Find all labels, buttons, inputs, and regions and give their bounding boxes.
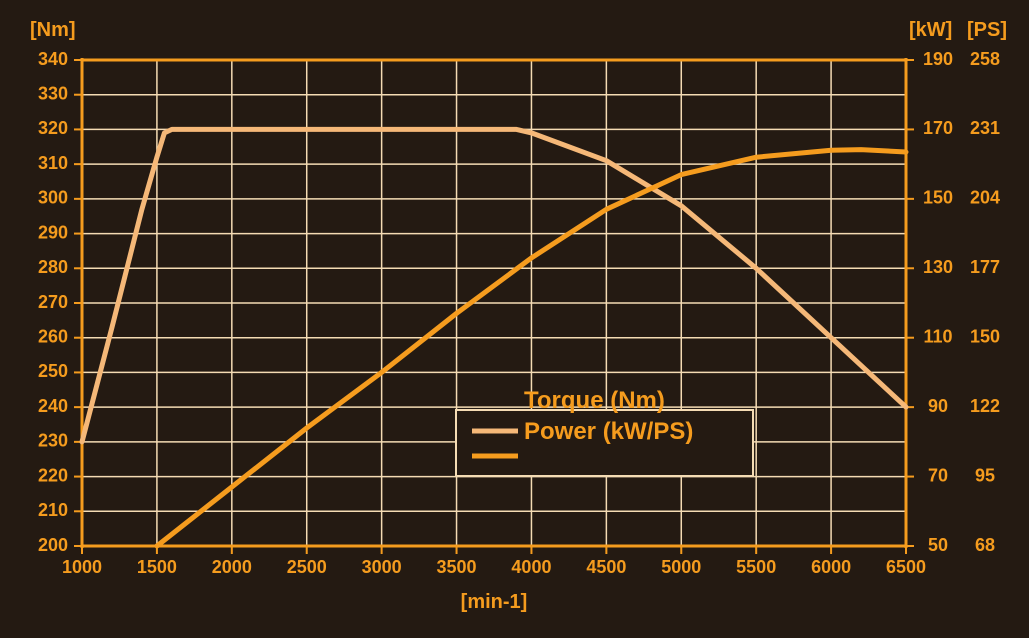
y-left-tick-label: 310 <box>38 153 68 173</box>
y-left-tick-label: 220 <box>38 465 68 485</box>
x-tick-label: 6500 <box>886 557 926 577</box>
y-right-ps-tick-label: 68 <box>975 535 995 555</box>
axes <box>74 58 914 554</box>
y-left-unit-label: [Nm] <box>30 19 76 41</box>
x-unit-label: [min-1] <box>461 591 528 613</box>
y-left-tick-label: 340 <box>38 49 68 69</box>
y-right-kw-unit-label: [kW] <box>909 19 952 41</box>
torque-line <box>79 126 909 445</box>
y-left-tick-label: 300 <box>38 188 68 208</box>
x-tick-label: 1000 <box>62 557 102 577</box>
y-left-tick-label: 290 <box>38 222 68 242</box>
y-right-kw-tick-label: 70 <box>928 465 948 485</box>
y-left-tick-label: 230 <box>38 431 68 451</box>
y-left-tick-label: 240 <box>38 396 68 416</box>
y-left-tick-label: 250 <box>38 361 68 381</box>
x-tick-label: 3000 <box>362 557 402 577</box>
y-right-ps-tick-label: 122 <box>970 396 1000 416</box>
x-tick-label: 3500 <box>437 557 477 577</box>
y-right-ps-unit-label: [PS] <box>967 19 1007 41</box>
y-left-tick-label: 210 <box>38 500 68 520</box>
y-right-kw-tick-label: 90 <box>928 396 948 416</box>
legend-box <box>455 409 754 477</box>
y-right-ps-tick-label: 258 <box>970 49 1000 69</box>
legend-label-power: Power (kW/PS) <box>524 418 693 445</box>
y-right-ps-tick-label: 231 <box>970 118 1000 138</box>
x-tick-label: 5500 <box>736 557 776 577</box>
y-left-tick-label: 260 <box>38 326 68 346</box>
x-tick-label: 4500 <box>586 557 626 577</box>
x-tick-label: 5000 <box>661 557 701 577</box>
y-right-ps-tick-label: 95 <box>975 465 995 485</box>
y-right-kw-tick-label: 170 <box>923 118 953 138</box>
y-right-kw-tick-label: 110 <box>923 326 952 346</box>
legend-label-torque: Torque (Nm) <box>524 387 665 414</box>
y-right-ps-tick-label: 204 <box>970 188 1000 208</box>
x-tick-label: 4000 <box>511 557 551 577</box>
legend: Torque (Nm) Power (kW/PS) <box>455 387 754 477</box>
x-tick-label: 1500 <box>137 557 177 577</box>
y-right-ps-tick-label: 150 <box>970 326 1000 346</box>
y-left-tick-label: 280 <box>38 257 68 277</box>
y-right-kw-tick-label: 130 <box>923 257 953 277</box>
x-tick-label: 2500 <box>287 557 327 577</box>
y-left-tick-label: 270 <box>38 292 68 312</box>
y-left-tick-label: 320 <box>38 118 68 138</box>
x-tick-label: 6000 <box>811 557 851 577</box>
y-right-kw-tick-label: 50 <box>928 535 948 555</box>
tick-labels: 200 210 220 230 240 250 260 270 280 290 300 310 320 3… <box>38 49 1000 577</box>
y-left-tick-label: 330 <box>38 83 68 103</box>
y-right-ps-tick-label: 177 <box>970 257 1000 277</box>
y-right-kw-tick-label: 150 <box>923 188 953 208</box>
series-lines <box>79 126 909 549</box>
y-left-tick-label: 200 <box>38 535 68 555</box>
x-tick-label: 2000 <box>212 557 252 577</box>
y-right-kw-tick-label: 190 <box>923 49 953 69</box>
power-line <box>154 147 909 549</box>
